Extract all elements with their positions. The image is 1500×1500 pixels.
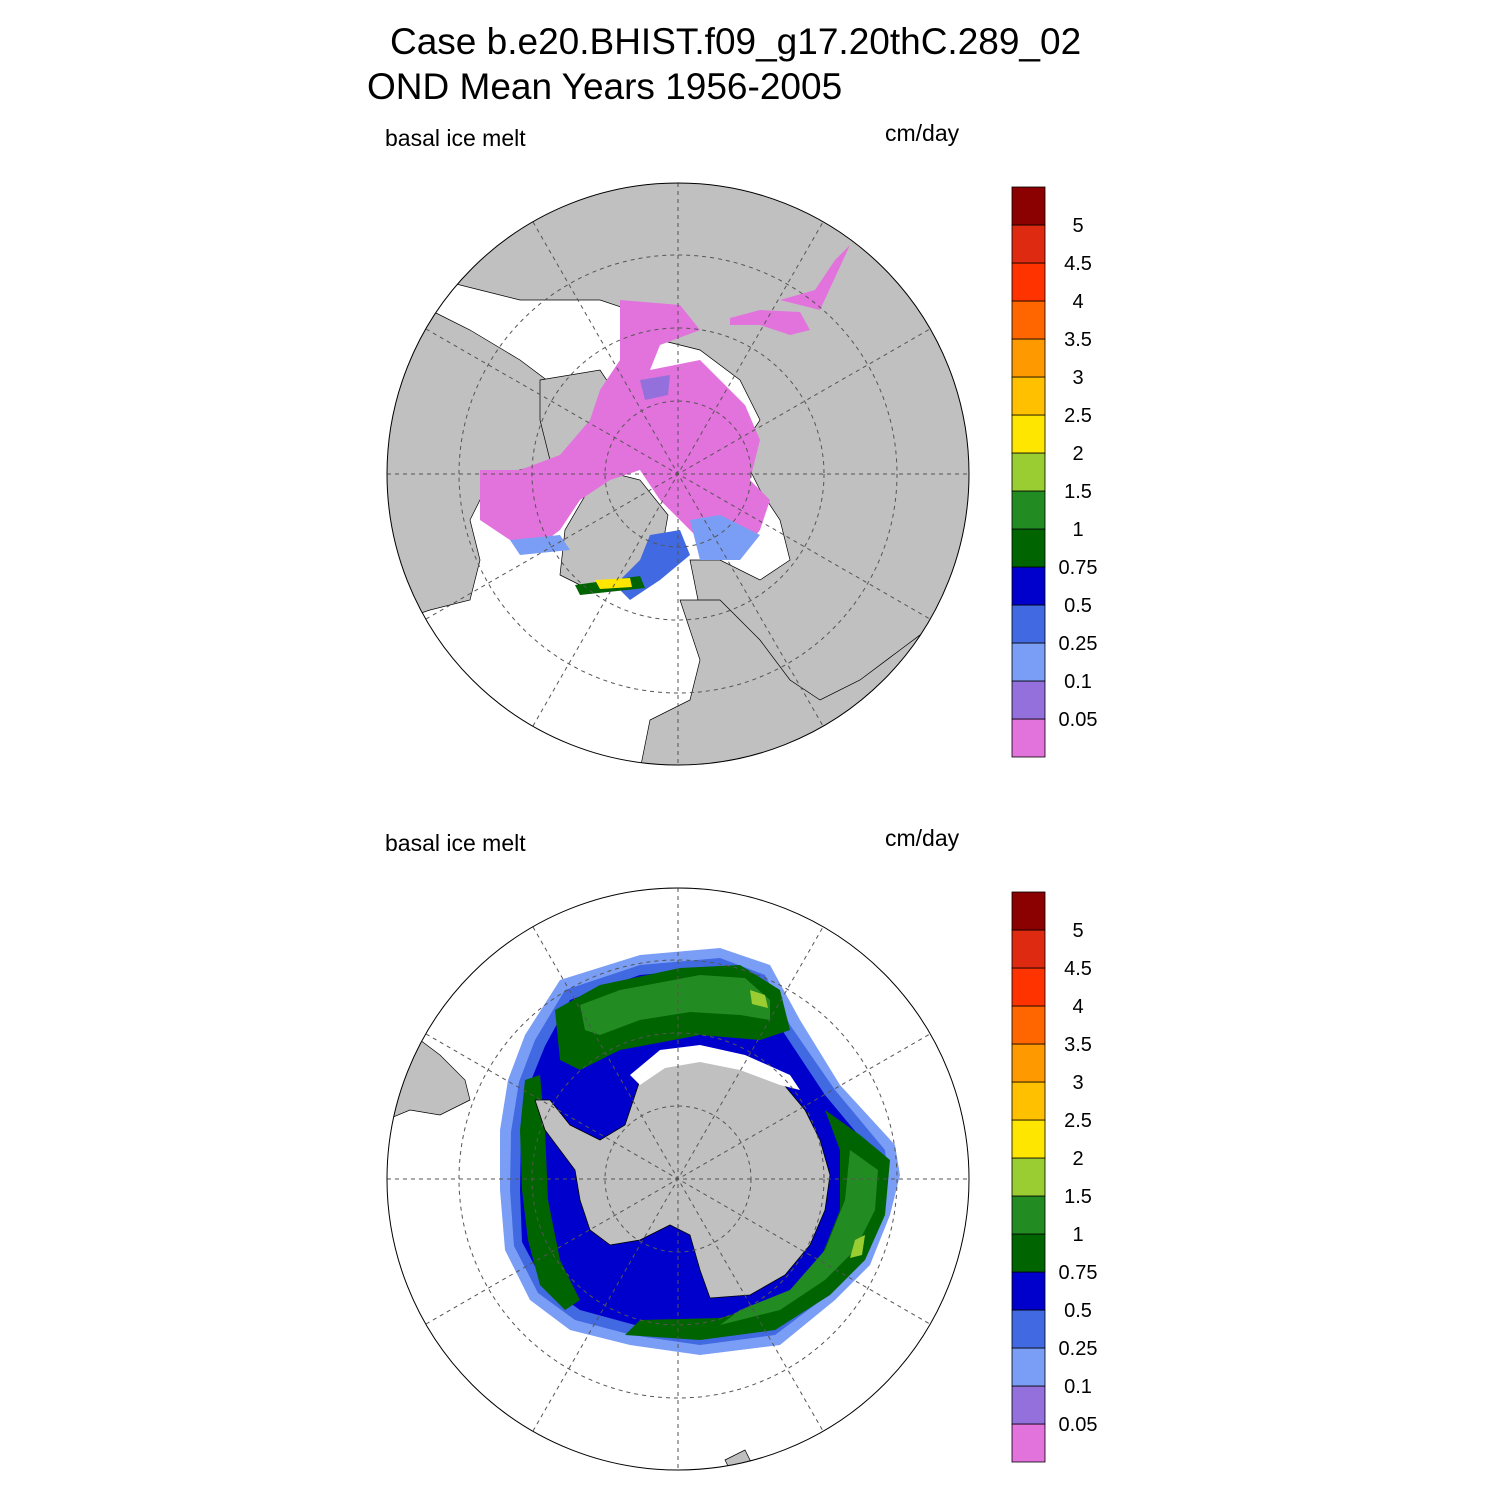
north-colorbar-box [1011,300,1046,340]
south-colorbar-box [1011,1347,1046,1387]
north-colorbar-box [1011,566,1046,606]
south-colorbar-box [1011,1119,1046,1159]
south-panel-units: cm/day [885,825,960,851]
south-colorbar-box [1011,891,1046,931]
north-colorbar-box [1011,642,1046,682]
south-colorbar-box [1011,967,1046,1007]
south-colorbar-label: 1.5 [1064,1186,1092,1208]
arctic-melt-0.25-barents [690,515,760,560]
north-graticule [387,183,969,765]
north-colorbar-box [1011,186,1046,226]
north-colorbar-box [1011,452,1046,492]
north-colorbar-label: 0.25 [1059,633,1098,655]
north-panel-units: cm/day [885,120,960,146]
south-colorbar-label: 4.5 [1064,958,1092,980]
north-colorbar-label: 4 [1072,291,1083,313]
arctic-melt-0.1-band [640,375,670,400]
antarctic-melt-0.75-pacific [520,1075,580,1310]
arctic-melt-siberia-coast [730,310,810,335]
south-colorbar-label: 3 [1072,1072,1083,1094]
north-colorbar-box [1011,680,1046,720]
south-polar-map [386,887,970,1471]
antarctic-melt-1.5-spot1 [750,990,768,1008]
north-panel-variable: basal ice melt [385,125,526,151]
south-map-border [386,887,970,1471]
south-colorbar-box [1011,1005,1046,1045]
south-colorbar-box [1011,1081,1046,1121]
antarctic-melt-1.0-core [580,975,770,1035]
north-colorbar-label: 3.5 [1064,329,1092,351]
antarctic-ice-shelf-edge [630,1045,800,1090]
south-colorbar-box [1011,1233,1046,1273]
south-colorbar-label: 2.5 [1064,1110,1092,1132]
north-colorbar-box [1011,262,1046,302]
figure-title-case: Case b.e20.BHIST.f09_g17.20thC.289_02 [390,21,1082,62]
south-colorbar-label: 0.1 [1064,1376,1092,1398]
south-colorbar-label: 5 [1072,920,1083,942]
arctic-melt-0.05 [480,300,770,555]
south-colorbar-label: 1 [1072,1224,1083,1246]
south-colorbar-label: 4 [1072,996,1083,1018]
south-colorbar-label: 0.5 [1064,1300,1092,1322]
north-colorbar-label: 0.1 [1064,671,1092,693]
north-colorbar-box [1011,414,1046,454]
north-colorbar-label: 4.5 [1064,253,1092,275]
south-colorbar-label: 0.25 [1059,1338,1098,1360]
north-colorbar-box [1011,718,1046,758]
south-graticule [387,888,969,1470]
figure-title-period: OND Mean Years 1956-2005 [367,66,843,107]
south-colorbar-box [1011,1271,1046,1311]
north-colorbar-box [1011,490,1046,530]
south-colorbar-box [1011,929,1046,969]
south-colorbar-box [1011,1309,1046,1349]
north-colorbar-label: 1 [1072,519,1083,541]
north-colorbar-label: 0.05 [1059,709,1098,731]
north-colorbar-box [1011,376,1046,416]
north-colorbar-box [1011,528,1046,568]
south-colorbar-label: 2 [1072,1148,1083,1170]
north-colorbar-label: 0.75 [1059,557,1098,579]
north-colorbar-label: 2.5 [1064,405,1092,427]
north-colorbar-box [1011,224,1046,264]
south-panel-variable: basal ice melt [385,830,526,856]
antarctic-melt-1.0-indian-core [720,1150,878,1325]
north-colorbar-label: 2 [1072,443,1083,465]
north-colorbar-label: 0.5 [1064,595,1092,617]
south-colorbar-box [1011,1385,1046,1425]
south-colorbar-box [1011,1043,1046,1083]
south-colorbar-box [1011,1423,1046,1463]
north-colorbar-label: 5 [1072,215,1083,237]
south-colorbar-label: 3.5 [1064,1034,1092,1056]
north-colorbar: 0.05 0.1 0.25 0.5 0.75 1 1.5 2 2.5 3 3.5 4 4.5 5 [1011,186,1098,758]
antarctic-melt-1.5-spot2 [850,1235,865,1258]
north-map-border [386,182,970,766]
south-colorbar-label: 0.05 [1059,1414,1098,1436]
south-colorbar-box [1011,1195,1046,1235]
arctic-melt-okhotsk [780,245,850,310]
south-colorbar: 0.05 0.1 0.25 0.5 0.75 1 1.5 2 2.5 3 3.5 4 4.5 5 [1011,891,1098,1463]
arctic-melt-hotspot-core [595,578,632,589]
antarctic-melt-0.75-indian [625,1110,890,1340]
arctic-melt-0.25-labrador [510,535,570,555]
north-colorbar-label: 1.5 [1064,481,1092,503]
north-colorbar-label: 3 [1072,367,1083,389]
north-colorbar-box [1011,604,1046,644]
south-colorbar-label: 0.75 [1059,1262,1098,1284]
south-colorbar-box [1011,1157,1046,1197]
north-polar-map [386,182,970,766]
north-colorbar-box [1011,338,1046,378]
